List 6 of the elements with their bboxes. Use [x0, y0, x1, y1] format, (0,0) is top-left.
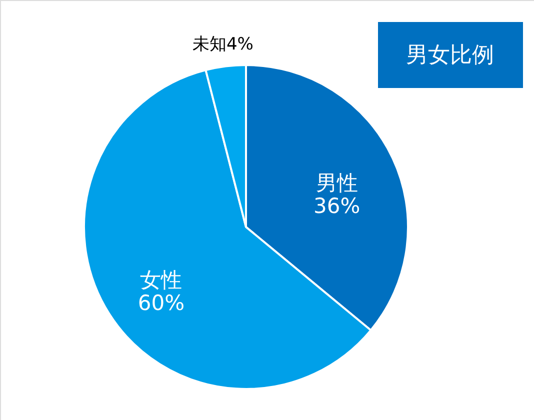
- slice-label: 未知4%: [192, 34, 254, 54]
- slice-label: 男性: [316, 171, 358, 196]
- data-label: 36%: [314, 194, 360, 218]
- data-label: 60%: [138, 290, 185, 315]
- chart-title: 男女比例: [406, 43, 494, 68]
- slice-label: 女性: [140, 268, 182, 292]
